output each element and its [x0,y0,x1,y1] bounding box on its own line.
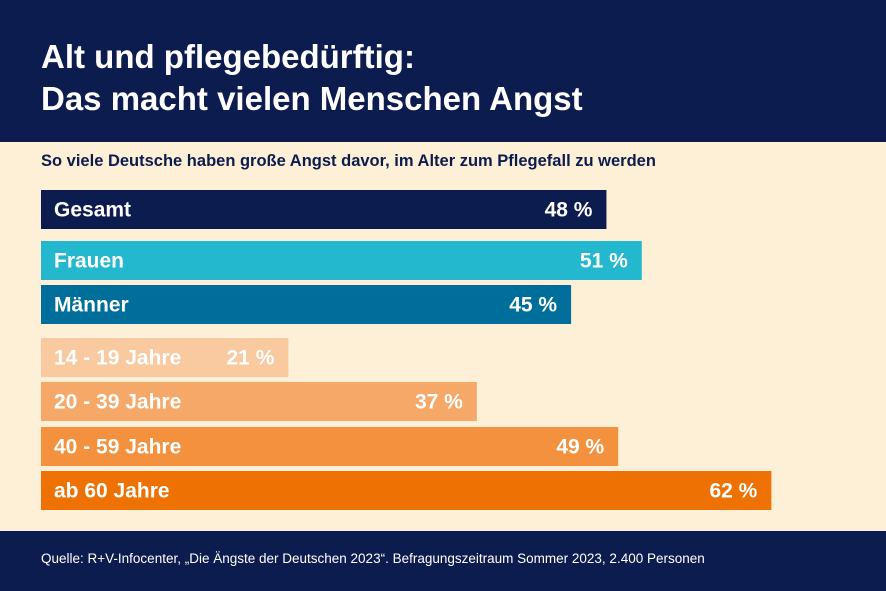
category-label-14-19-jahre: 14 - 19 Jahre [54,347,181,370]
category-label-frauen: Frauen [54,250,124,273]
category-label-gesamt: Gesamt [54,199,131,222]
bar-maenner [41,285,572,324]
bar-14-19-jahre [41,338,289,377]
value-label-20-39-jahre: 37 % [415,391,463,414]
bar-ab-60-jahre [41,471,772,510]
value-label-14-19-jahre: 21 % [227,347,275,370]
bar-chart: Gesamt 48 % Frauen 51 % Männer 45 % 14 - 19 Ja… [41,190,772,510]
value-label-maenner: 45 % [509,294,557,317]
header-banner: Alt und pflegebedürftig: Das macht viele… [0,0,886,142]
title-line-1: Alt und pflegebedürftig: [41,38,415,75]
category-label-40-59-jahre: 40 - 59 Jahre [54,436,181,459]
value-label-gesamt: 48 % [545,199,593,222]
title-line-2: Das macht vielen Menschen Angst [41,80,583,117]
source-note: Quelle: R+V-Infocenter, „Die Ängste der … [41,551,705,566]
category-label-ab-60-jahre: ab 60 Jahre [54,480,170,503]
chart-subtitle: So viele Deutsche haben große Angst davo… [41,152,656,170]
value-label-frauen: 51 % [580,250,628,273]
value-label-40-59-jahre: 49 % [556,436,604,459]
category-label-20-39-jahre: 20 - 39 Jahre [54,391,181,414]
value-label-ab-60-jahre: 62 % [709,480,757,503]
chart-title: Alt und pflegebedürftig: Das macht viele… [41,36,583,120]
category-label-maenner: Männer [54,294,129,317]
bar-40-59-jahre [41,427,619,466]
bar-20-39-jahre [41,382,477,421]
bar-gesamt [41,190,607,229]
bar-frauen [41,241,642,280]
footer-banner: Quelle: R+V-Infocenter, „Die Ängste der … [0,531,886,591]
